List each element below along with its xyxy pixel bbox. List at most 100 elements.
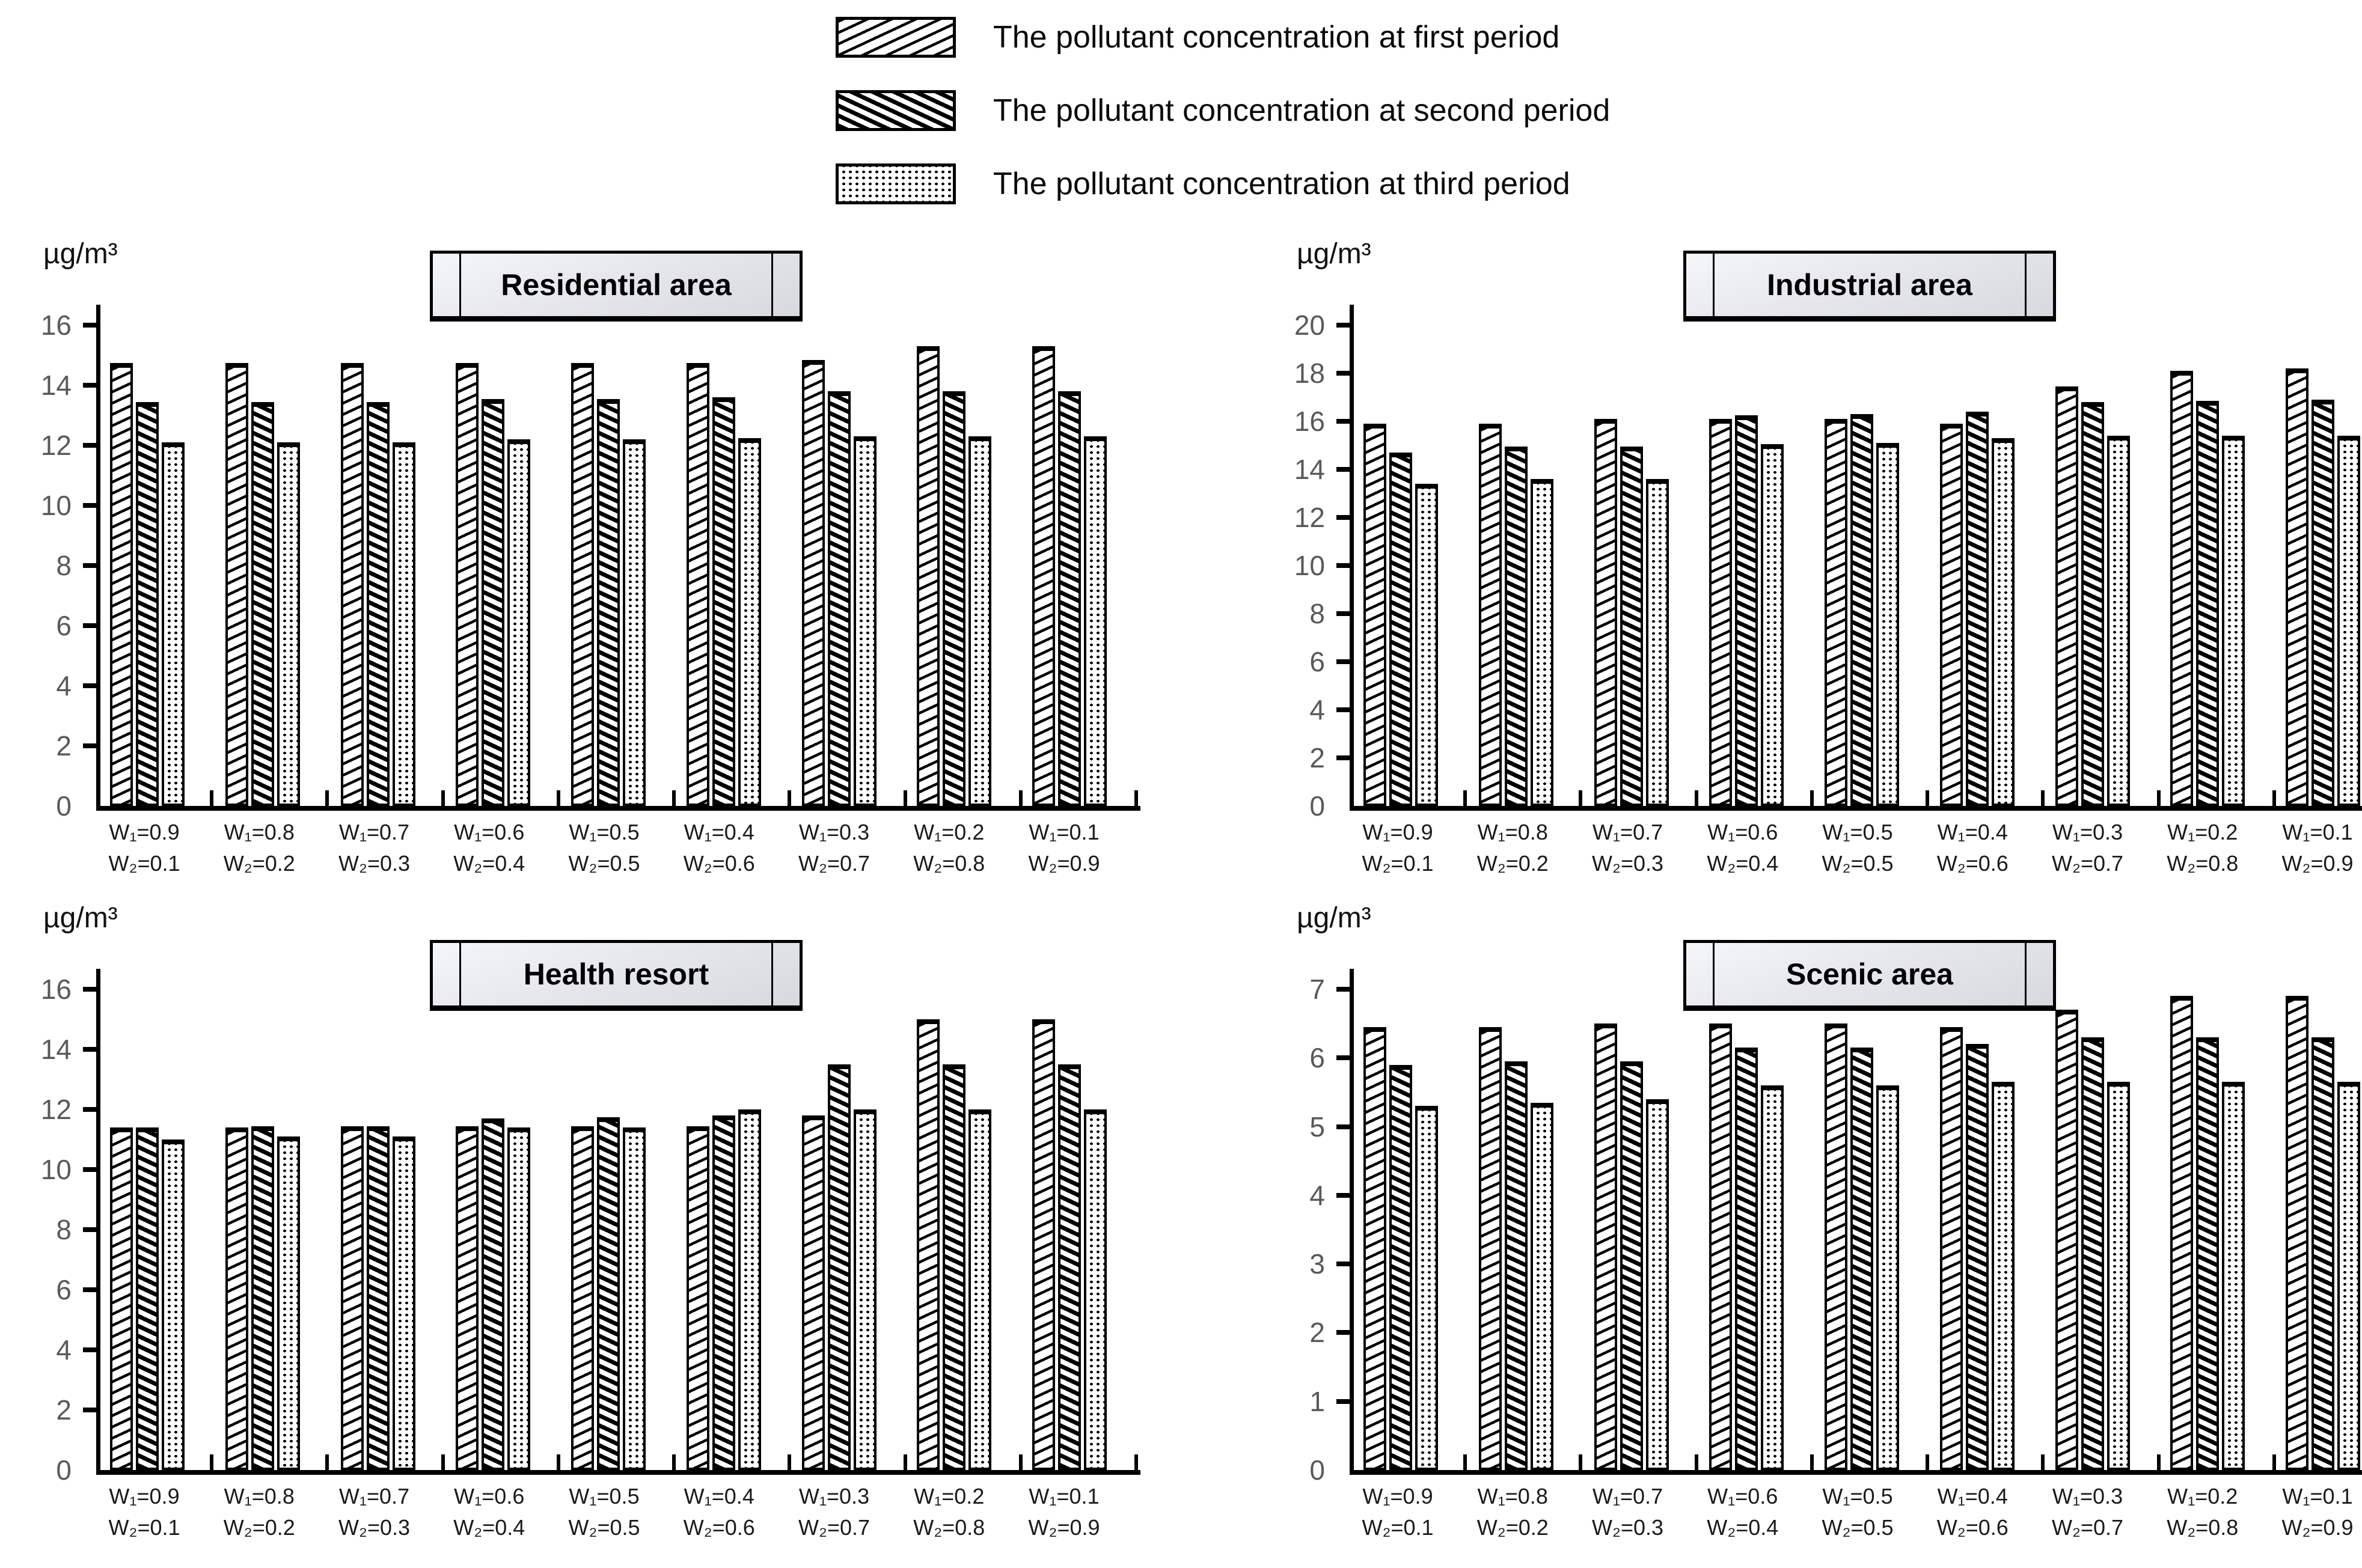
bar-group [1032, 989, 1107, 1470]
bar-group [2170, 325, 2245, 806]
x-tick-mark [788, 790, 792, 806]
bar-period-3 [2222, 1082, 2245, 1470]
x-tick-mark [325, 1454, 329, 1470]
bar-period-1 [686, 1126, 709, 1470]
y-tick-mark [83, 383, 96, 388]
bar-period-2 [2196, 1037, 2220, 1470]
bar-period-3 [1084, 436, 1107, 806]
bar-period-3 [738, 1109, 761, 1470]
x-category-label-w2: W₂=0.9 [2281, 851, 2354, 876]
y-axis-unit-label: µg/m³ [1297, 902, 1371, 934]
x-tick-mark [1463, 1454, 1467, 1470]
bar-period-1 [1363, 424, 1386, 806]
bar-period-2 [1620, 1061, 1643, 1470]
x-category-label-w1: W₁=0.1 [2282, 820, 2353, 844]
x-category-label-w2: W₂=0.7 [798, 851, 870, 876]
bar-period-1 [456, 362, 479, 806]
x-category-label: W₁=0.7 W₂=0.3 [336, 817, 413, 879]
bar-period-3 [623, 1127, 646, 1470]
x-category-label-w2: W₂=0.1 [108, 851, 180, 876]
x-axis-labels: W₁=0.9 W₂=0.1 W₁=0.8 W₂=0.2 W₁=0.7 W₂=0.3 W₁=0… [1350, 817, 2362, 879]
bar-period-2 [712, 1115, 735, 1470]
bar-period-3 [853, 1109, 877, 1470]
y-tick-label: 0 [56, 1454, 72, 1486]
x-category-label-w2: W₂=0.3 [1591, 1515, 1664, 1540]
y-tick-label: 6 [56, 610, 72, 641]
bar-period-1 [801, 1115, 825, 1470]
bar-period-3 [1991, 1082, 2015, 1470]
bar-period-3 [2222, 436, 2245, 806]
x-tick-mark [2041, 790, 2045, 806]
bar-group [686, 325, 761, 806]
y-tick-mark [83, 1167, 96, 1172]
x-category-label-w1: W₁=0.2 [2167, 1484, 2238, 1509]
y-tick-label: 10 [40, 490, 72, 521]
x-category-label-w2: W₂=0.7 [2051, 851, 2124, 876]
y-tick-mark [1336, 1399, 1350, 1404]
bar-period-3 [853, 436, 877, 806]
x-category-label-w1: W₁=0.8 [224, 820, 295, 844]
x-category-label: W₁=0.9 W₂=0.1 [106, 817, 183, 879]
x-category-label: W₁=0.5 W₂=0.5 [1819, 817, 1896, 879]
y-tick-label: 5 [1309, 1111, 1325, 1142]
x-category-label-w2: W₂=0.3 [338, 851, 411, 876]
x-tick-mark [2156, 1454, 2161, 1470]
bar-group [340, 989, 415, 1470]
bar-groups [1354, 989, 2362, 1470]
bar-period-3 [507, 439, 531, 806]
bar-period-3 [1645, 479, 1669, 806]
y-tick-label: 0 [1309, 1454, 1325, 1486]
x-category-label-w1: W₁=0.6 [454, 1484, 525, 1509]
chart-title: Health resort [523, 957, 709, 991]
y-tick-mark [1336, 515, 1350, 520]
y-tick-label: 4 [1309, 694, 1325, 725]
bar-group [571, 989, 646, 1470]
x-category-label: W₁=0.5 W₂=0.5 [1819, 1481, 1896, 1543]
y-tick-mark [1336, 611, 1350, 616]
bar-period-1 [1478, 1027, 1502, 1470]
x-category-label-w1: W₁=0.4 [684, 1484, 754, 1509]
x-category-label-w1: W₁=0.8 [1477, 820, 1548, 844]
y-tick-mark [1336, 1055, 1350, 1061]
y-tick-label: 8 [1309, 598, 1325, 629]
y-tick-label: 6 [1309, 646, 1325, 677]
y-tick-mark [1336, 371, 1350, 376]
x-category-label-w2: W₂=0.8 [913, 1515, 985, 1540]
x-category-label-w1: W₁=0.6 [1707, 820, 1778, 844]
x-category-label: W₁=0.1 W₂=0.9 [1026, 1481, 1103, 1543]
x-category-label: W₁=0.2 W₂=0.8 [2164, 817, 2241, 879]
x-category-label-w1: W₁=0.2 [2167, 820, 2238, 844]
y-tick-mark [1336, 467, 1350, 472]
y-tick-mark [1336, 1124, 1350, 1129]
y-tick-mark [1336, 563, 1350, 568]
bar-groups [1354, 325, 2362, 806]
x-tick-mark [210, 790, 214, 806]
bar-group [2055, 325, 2130, 806]
bar-period-2 [1965, 1044, 1989, 1470]
bar-period-3 [1876, 443, 1899, 806]
x-category-label: W₁=0.4 W₂=0.6 [681, 817, 757, 879]
x-tick-mark [2272, 790, 2276, 806]
legend-item-third-period: The pollutant concentration at third per… [836, 163, 1610, 204]
x-axis-labels: W₁=0.9 W₂=0.1 W₁=0.8 W₂=0.2 W₁=0.7 W₂=0.3 W₁=0… [96, 817, 1136, 879]
x-tick-mark [672, 790, 676, 806]
bar-period-2 [482, 398, 505, 806]
hatch-diagonal-up-swatch-icon [836, 17, 956, 58]
bar-period-1 [1825, 1023, 1847, 1470]
chart-title-plaque: Health resort [430, 940, 803, 1011]
bar-period-2 [597, 398, 620, 806]
y-tick-label: 2 [1309, 742, 1325, 773]
bar-period-3 [277, 1136, 300, 1470]
x-category-label: W₁=0.6 W₂=0.4 [1704, 817, 1781, 879]
x-category-label: W₁=0.4 W₂=0.6 [1934, 1481, 2011, 1543]
y-tick-mark [83, 1408, 96, 1412]
legend-label: The pollutant concentration at first per… [993, 20, 1560, 55]
y-tick-mark [83, 503, 96, 508]
bar-period-2 [597, 1117, 620, 1470]
bar-group [1032, 325, 1107, 806]
chart-health-resort: µg/m³ Health resort 0 2 4 6 8 10 12 14 16 W₁=0.9… [36, 901, 1142, 1554]
bar-period-3 [392, 442, 415, 806]
x-category-label-w2: W₂=0.6 [1936, 851, 2009, 876]
x-category-label: W₁=0.9 W₂=0.1 [1359, 817, 1436, 879]
y-tick-label: 12 [40, 1094, 72, 1125]
